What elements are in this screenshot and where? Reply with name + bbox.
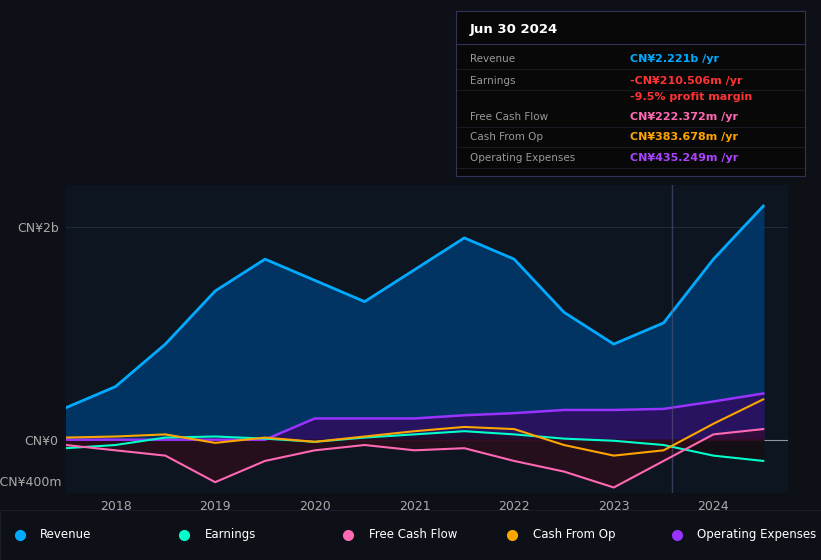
Text: Operating Expenses: Operating Expenses (470, 153, 575, 163)
Text: Cash From Op: Cash From Op (533, 528, 615, 542)
Text: CN¥383.678m /yr: CN¥383.678m /yr (631, 132, 738, 142)
Text: Operating Expenses: Operating Expenses (697, 528, 816, 542)
Text: Revenue: Revenue (40, 528, 92, 542)
Text: Earnings: Earnings (204, 528, 256, 542)
Text: -CN¥400m: -CN¥400m (0, 475, 62, 489)
Text: -CN¥210.506m /yr: -CN¥210.506m /yr (631, 76, 743, 86)
Text: Free Cash Flow: Free Cash Flow (369, 528, 457, 542)
Text: -9.5% profit margin: -9.5% profit margin (631, 92, 752, 102)
Text: CN¥222.372m /yr: CN¥222.372m /yr (631, 112, 738, 122)
Text: Free Cash Flow: Free Cash Flow (470, 112, 548, 122)
Text: Revenue: Revenue (470, 54, 515, 64)
Text: CN¥435.249m /yr: CN¥435.249m /yr (631, 153, 738, 163)
Text: Cash From Op: Cash From Op (470, 132, 543, 142)
Text: Jun 30 2024: Jun 30 2024 (470, 23, 557, 36)
Text: Earnings: Earnings (470, 76, 515, 86)
Text: CN¥2.221b /yr: CN¥2.221b /yr (631, 54, 719, 64)
